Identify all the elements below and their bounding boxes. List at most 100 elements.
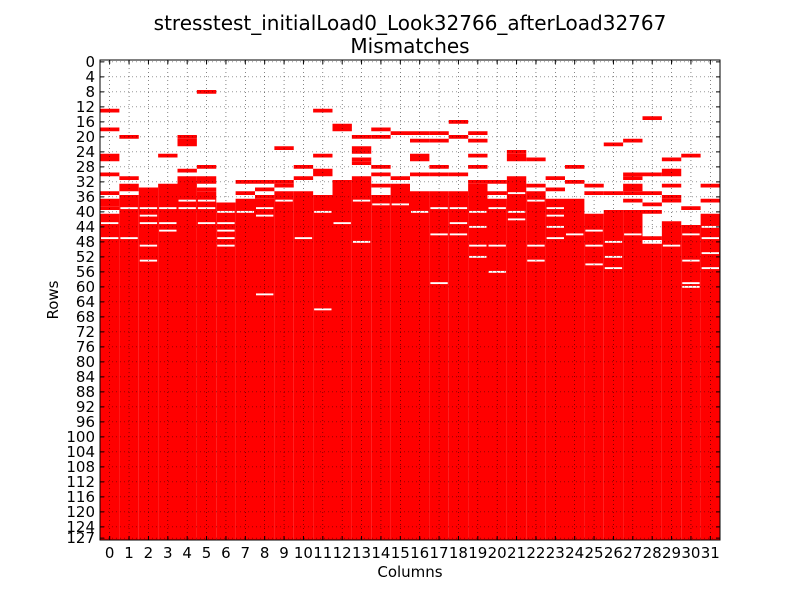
mismatch-block xyxy=(119,195,139,540)
grid xyxy=(100,60,720,540)
match-gap xyxy=(585,244,603,247)
mismatch-cell xyxy=(119,183,139,188)
mismatch-cell xyxy=(293,176,314,180)
match-gap xyxy=(682,282,700,285)
mismatch-block xyxy=(448,191,469,540)
mismatch-cell xyxy=(623,176,643,180)
mismatch-cell xyxy=(371,172,391,177)
mismatch-cell xyxy=(526,183,546,188)
mismatch-cell xyxy=(623,172,643,177)
mismatch-cell xyxy=(351,176,372,180)
mismatch-cell xyxy=(468,183,488,188)
match-gap xyxy=(139,222,158,225)
x-tick-label: 24 xyxy=(565,544,584,562)
y-tick-label: 68 xyxy=(76,308,95,326)
mismatch-cell xyxy=(313,168,333,173)
mismatch-block xyxy=(313,195,333,540)
mismatch-cell xyxy=(390,131,410,135)
x-tick-label: 6 xyxy=(221,544,231,562)
mismatch-cell xyxy=(100,108,120,113)
x-tick-label: 1 xyxy=(124,544,134,562)
mismatch-cell xyxy=(448,172,469,177)
mismatch-cell xyxy=(661,183,682,188)
mismatch-cell xyxy=(274,183,294,188)
y-tick-label: 56 xyxy=(76,263,95,281)
mismatch-block xyxy=(235,198,255,540)
match-gap xyxy=(662,244,681,247)
match-gap xyxy=(701,225,719,228)
x-tick-label: 27 xyxy=(623,544,642,562)
x-tick-label: 5 xyxy=(202,544,212,562)
match-gap xyxy=(372,192,390,195)
match-gap xyxy=(101,237,119,240)
x-tick-label: 22 xyxy=(526,544,545,562)
mismatch-cell xyxy=(661,172,682,177)
match-gap xyxy=(411,184,429,187)
mismatch-cell xyxy=(545,187,565,192)
mismatch-cell xyxy=(100,191,120,195)
mismatch-cell xyxy=(545,176,565,180)
mismatch-cell xyxy=(584,183,604,188)
chart-title: stresstest_initialLoad0_Look32766_afterL… xyxy=(154,11,667,35)
x-tick-label: 23 xyxy=(546,544,565,562)
mismatch-cell xyxy=(700,183,720,188)
mismatch-block xyxy=(565,198,585,540)
x-axis-label: Columns xyxy=(377,563,442,581)
mismatch-cell xyxy=(196,176,217,180)
x-tick-label: 14 xyxy=(371,544,390,562)
mismatch-cell xyxy=(565,180,585,184)
match-gap xyxy=(546,237,564,240)
mismatch-block xyxy=(506,176,527,540)
mismatch-cell xyxy=(448,120,469,124)
mismatch-cell xyxy=(100,127,120,132)
y-axis-ticks: 0481216202428323640444852566064687276808… xyxy=(66,53,720,547)
match-gap xyxy=(507,192,526,195)
mismatch-cell xyxy=(119,187,139,192)
mismatch-cell xyxy=(681,153,701,158)
x-tick-label: 9 xyxy=(279,544,289,562)
match-gap xyxy=(314,308,332,311)
mismatch-cell xyxy=(177,168,197,173)
mismatch-cell xyxy=(100,153,120,158)
mismatch-cell xyxy=(429,131,449,135)
mismatch-cell xyxy=(351,161,372,165)
y-tick-label: 104 xyxy=(66,443,95,461)
mismatch-cell xyxy=(429,172,449,177)
match-gap xyxy=(217,222,235,225)
x-tick-label: 17 xyxy=(430,544,449,562)
x-tick-label: 4 xyxy=(182,544,192,562)
y-tick-label: 64 xyxy=(76,293,95,311)
match-gap xyxy=(507,218,526,221)
mismatch-cell xyxy=(506,157,527,162)
match-gap xyxy=(469,210,487,213)
y-tick-label: 76 xyxy=(76,338,95,356)
x-tick-label: 26 xyxy=(604,544,623,562)
y-tick-label: 80 xyxy=(76,353,95,371)
mismatch-cell xyxy=(100,157,120,162)
mismatch-cell xyxy=(177,176,197,180)
x-tick-label: 11 xyxy=(313,544,332,562)
match-gap xyxy=(217,244,235,247)
x-tick-label: 29 xyxy=(662,544,681,562)
mismatch-block xyxy=(603,210,624,540)
mismatch-cell xyxy=(196,90,217,94)
mismatch-cell xyxy=(158,153,178,158)
mismatch-cell xyxy=(642,191,662,195)
match-gap xyxy=(546,214,564,217)
match-gap xyxy=(256,214,274,217)
match-gap xyxy=(159,222,177,225)
y-tick-label: 28 xyxy=(76,158,95,176)
match-gap xyxy=(527,244,545,247)
mismatch-cell xyxy=(468,165,488,169)
mismatch-cell xyxy=(351,157,372,162)
y-tick-label: 52 xyxy=(76,248,95,266)
x-tick-label: 20 xyxy=(488,544,507,562)
plot-frame xyxy=(99,59,721,541)
mismatch-block xyxy=(196,191,217,540)
mismatch-cell xyxy=(255,187,275,192)
mismatch-block xyxy=(526,191,546,540)
mismatch-cell xyxy=(661,168,682,173)
y-tick-label: 88 xyxy=(76,383,95,401)
match-gap xyxy=(488,270,506,273)
mismatch-block xyxy=(274,191,294,540)
